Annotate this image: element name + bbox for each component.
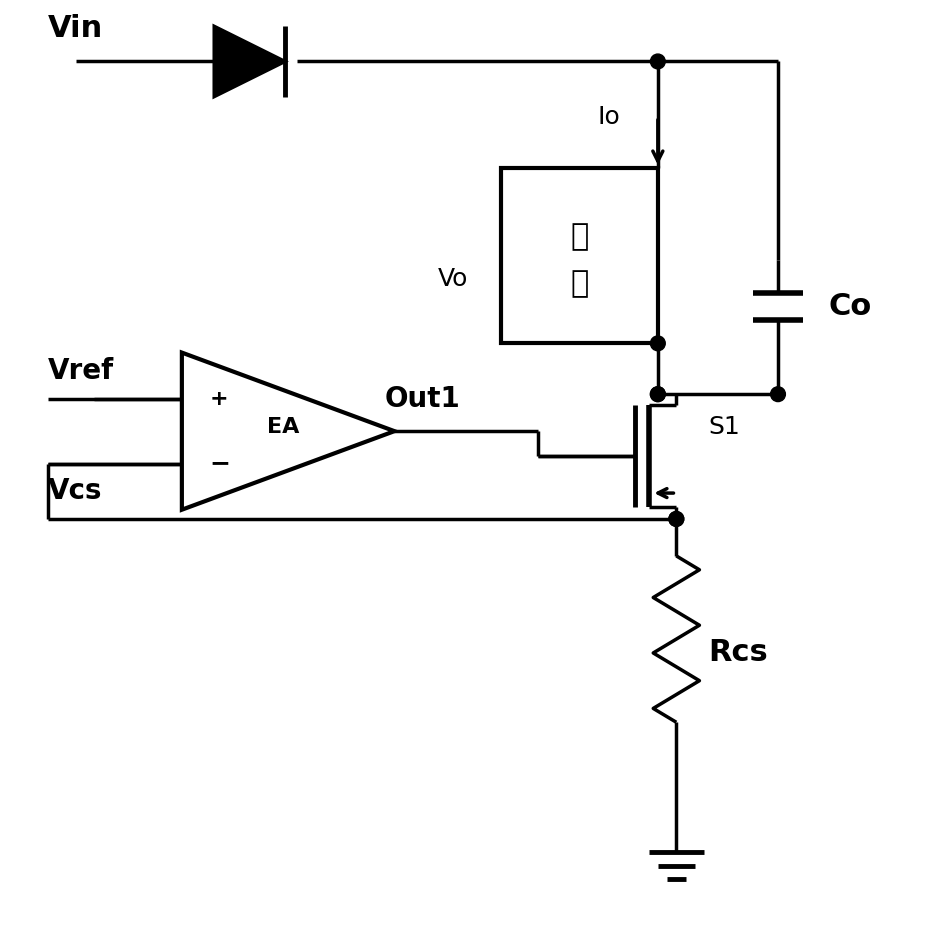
Text: Out1: Out1	[384, 385, 460, 413]
Circle shape	[669, 512, 684, 527]
Text: Io: Io	[598, 105, 621, 129]
Text: Vcs: Vcs	[48, 477, 102, 505]
Circle shape	[651, 54, 665, 69]
Circle shape	[651, 387, 665, 401]
Circle shape	[771, 387, 785, 401]
Circle shape	[651, 387, 665, 401]
Text: Vo: Vo	[438, 267, 468, 291]
Text: Co: Co	[829, 292, 872, 321]
Circle shape	[669, 512, 684, 527]
Text: S1: S1	[709, 414, 741, 438]
Text: 载: 载	[570, 269, 588, 298]
Text: 负: 负	[570, 222, 588, 251]
Text: +: +	[210, 388, 228, 409]
Circle shape	[651, 336, 665, 350]
Polygon shape	[214, 26, 285, 96]
Bar	[500, 168, 657, 343]
Text: EA: EA	[268, 416, 300, 437]
Text: Vref: Vref	[48, 357, 114, 385]
Text: Vin: Vin	[48, 14, 103, 43]
Text: Rcs: Rcs	[709, 639, 768, 667]
Text: −: −	[210, 451, 231, 476]
